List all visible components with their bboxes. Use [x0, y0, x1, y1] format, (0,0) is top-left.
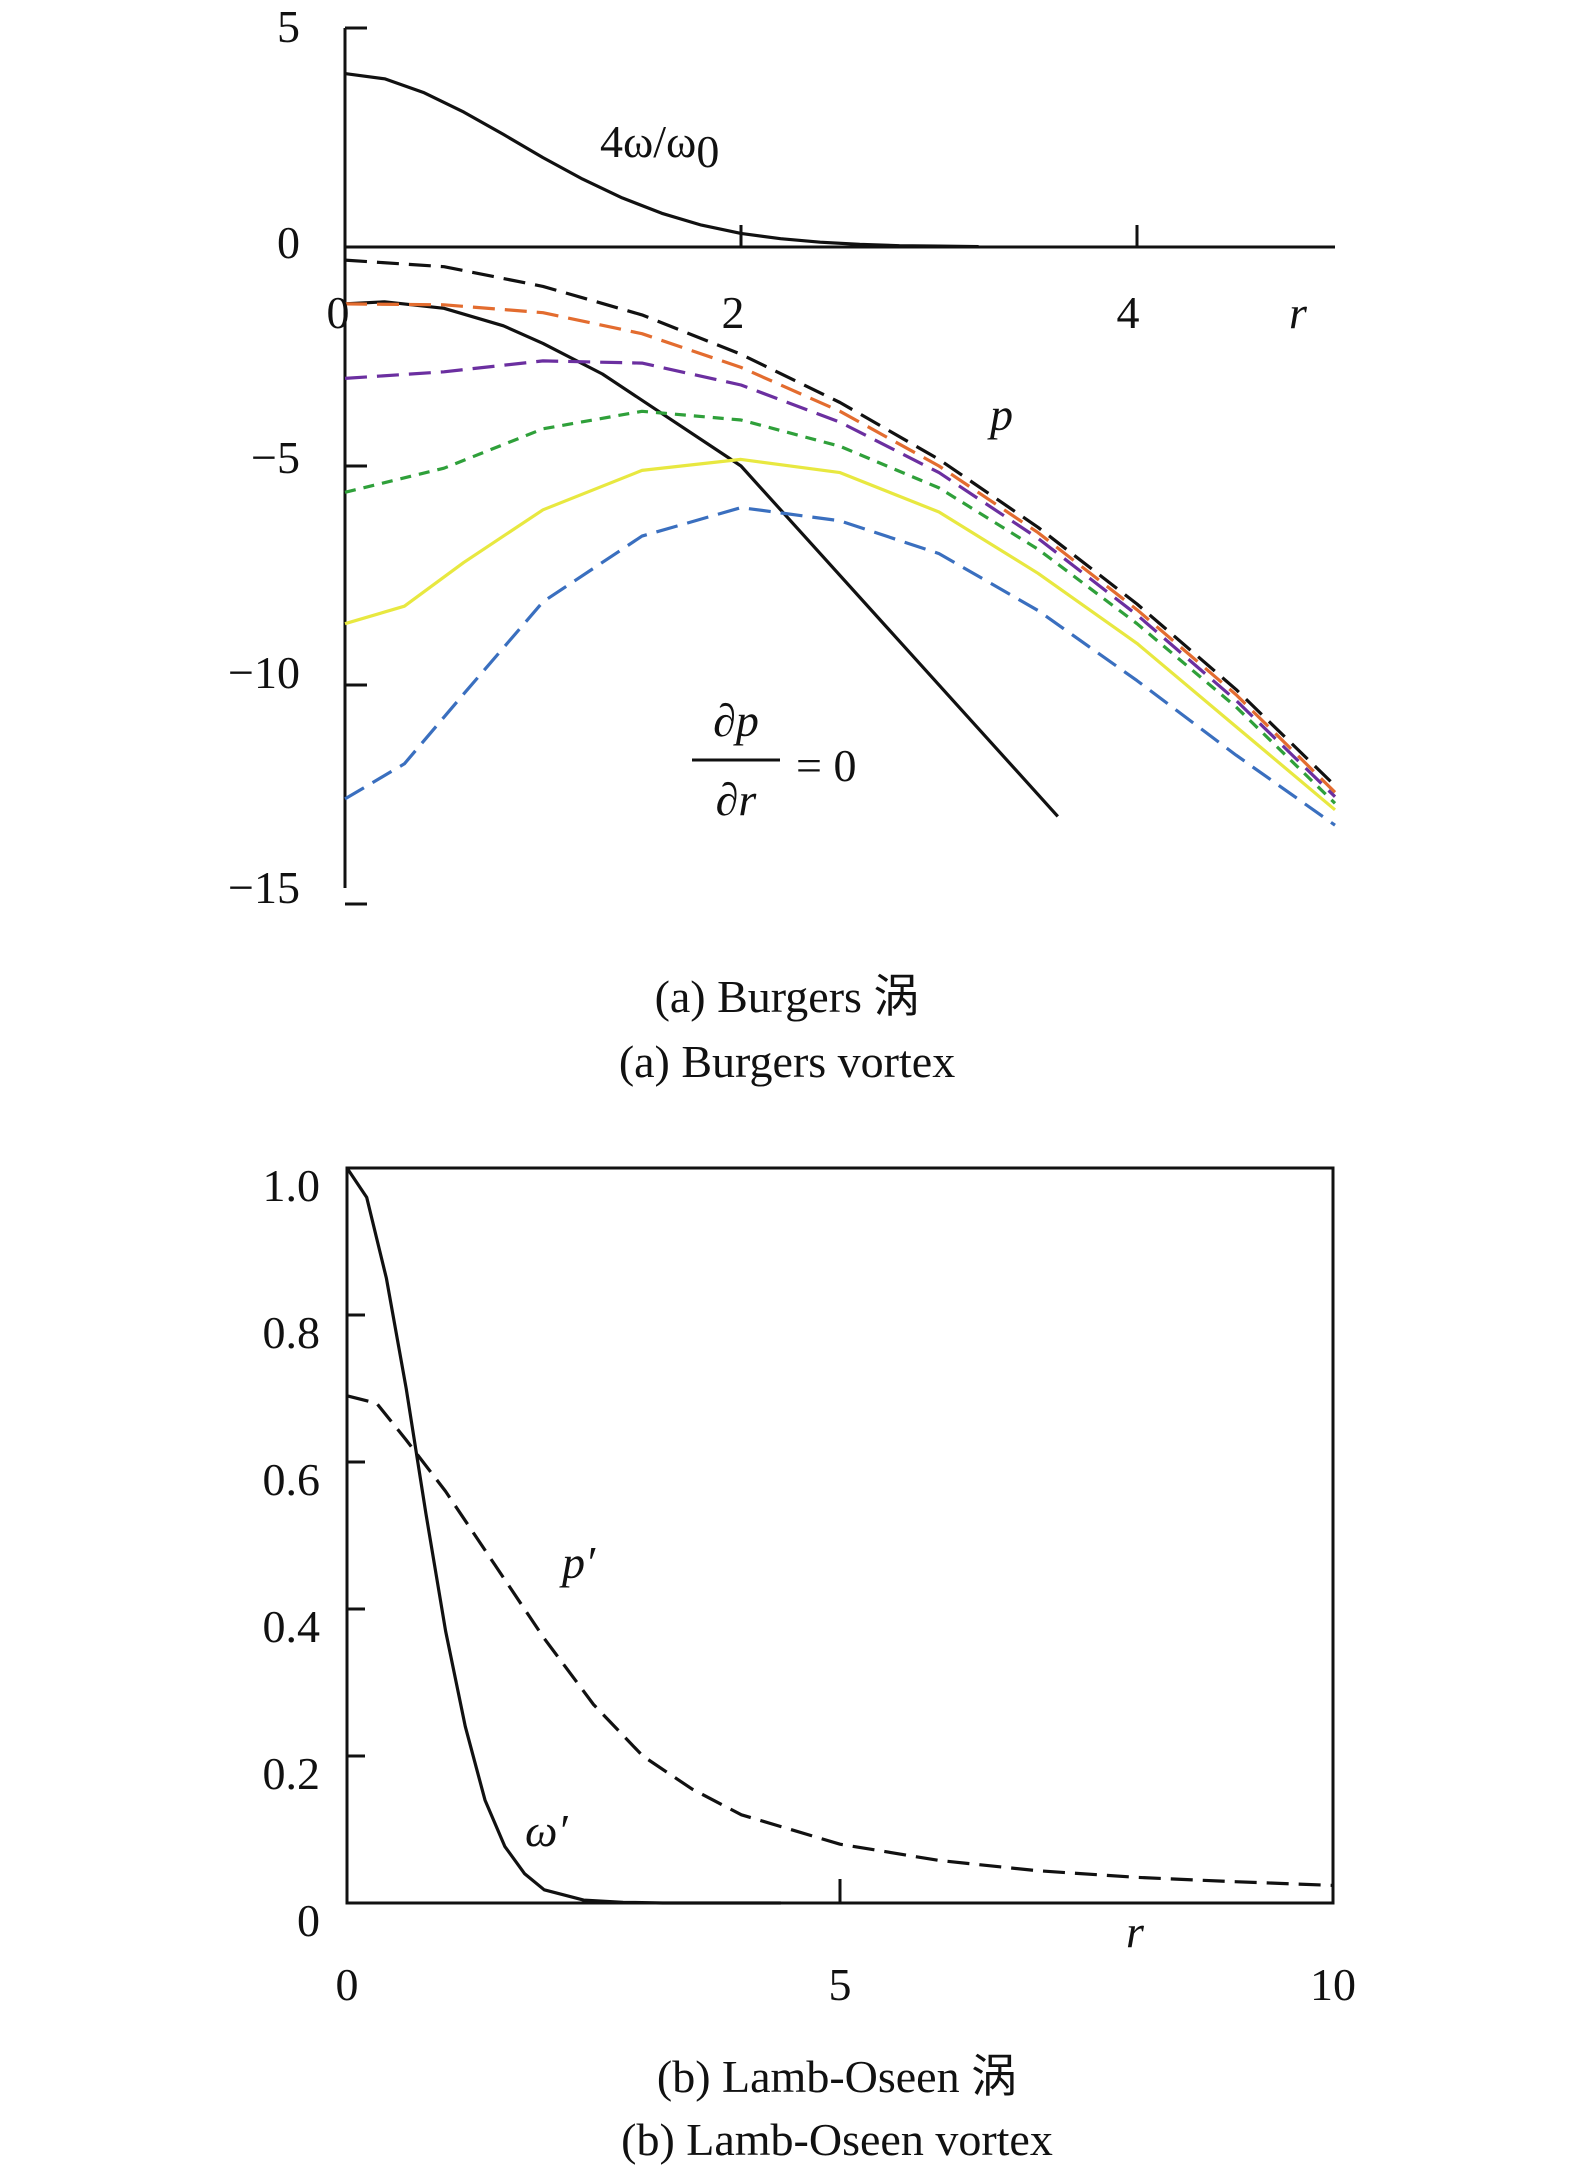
burgers-vorticity-annotation: 4ω/ω0	[600, 116, 719, 177]
burgers-series-line-0	[344, 72, 979, 249]
lamb-oseen-series-line-1	[346, 1394, 1334, 1887]
lamb-oseen-xtick-label: 10	[1310, 1959, 1356, 2010]
burgers-axes	[343, 26, 1335, 906]
lamb-oseen-pressure-label: p′	[559, 1537, 596, 1588]
lamb-oseen-ytick-label: 0.8	[263, 1307, 321, 1358]
burgers-ytick-label: −5	[251, 432, 300, 483]
burgers-xtick-label: 2	[722, 287, 745, 338]
lamb-oseen-ytick-label: 0.4	[263, 1601, 321, 1652]
lamb-oseen-caption-en: (b) Lamb-Oseen vortex	[621, 2114, 1053, 2165]
lamb-oseen-ytick-label: 1.0	[263, 1160, 321, 1211]
burgers-series-line-4	[344, 359, 1337, 798]
burgers-caption-cn: (a) Burgers 涡	[655, 971, 920, 1022]
lamb-oseen-xaxis-label: r	[1126, 1906, 1145, 1957]
lamb-oseen-omega-label: ω′	[525, 1805, 568, 1856]
lamb-oseen-xtick-label: 0	[336, 1959, 359, 2010]
burgers-ytick-label: 5	[277, 1, 300, 52]
burgers-series-line-7	[344, 506, 1336, 827]
burgers-ytick-label: 0	[277, 217, 300, 268]
lamb-oseen-caption-cn: (b) Lamb-Oseen 涡	[657, 2051, 1017, 2102]
burgers-series-line-6	[344, 457, 1337, 812]
burgers-ytick-label: −15	[228, 862, 300, 913]
lamb-oseen-axes	[345, 1166, 1335, 1905]
lamb-oseen-series-line-0	[345, 1167, 781, 1905]
lamb-oseen-xtick-label: 5	[829, 1959, 852, 2010]
lamb-oseen-ytick-label: 0.2	[263, 1748, 321, 1799]
dpdr-annotation: ∂p ∂r = 0	[692, 695, 856, 825]
lamb-oseen-ytick-label: 0.6	[263, 1454, 321, 1505]
burgers-caption-en: (a) Burgers vortex	[619, 1036, 955, 1087]
burgers-series-line-3	[344, 302, 1337, 794]
burgers-series-line-5	[344, 409, 1337, 805]
burgers-xaxis-label: r	[1289, 287, 1308, 338]
burgers-series-line-2	[344, 258, 1337, 787]
burgers-series-group	[344, 72, 1337, 827]
burgers-series-line-1	[344, 300, 1059, 818]
lamb-oseen-series-group	[345, 1167, 1334, 1905]
lamb-oseen-panel: 1.0 0.8 0.6 0.4 0.2 0 0 5 10 r p′ ω′ (b)…	[263, 1160, 1357, 2165]
burgers-xtick-label: 4	[1117, 287, 1140, 338]
lamb-oseen-frame	[345, 1166, 1335, 1905]
burgers-vorticity-text: 4ω/ω	[600, 116, 696, 167]
dpdr-denominator: ∂r	[716, 774, 758, 825]
burgers-vorticity-subscript: 0	[696, 126, 719, 177]
burgers-xtick-label: 0	[327, 287, 350, 338]
lamb-oseen-ytick-label: 0	[297, 1895, 320, 1946]
dpdr-equals-zero: = 0	[796, 740, 856, 791]
dpdr-numerator: ∂p	[713, 695, 759, 746]
burgers-panel: 5 0 −5 −10 −15 0 2 4 r 4ω/ω0 p ∂p ∂r = 0…	[228, 1, 1337, 1087]
burgers-ytick-label: −10	[228, 647, 300, 698]
burgers-pressure-annotation: p	[987, 389, 1013, 440]
